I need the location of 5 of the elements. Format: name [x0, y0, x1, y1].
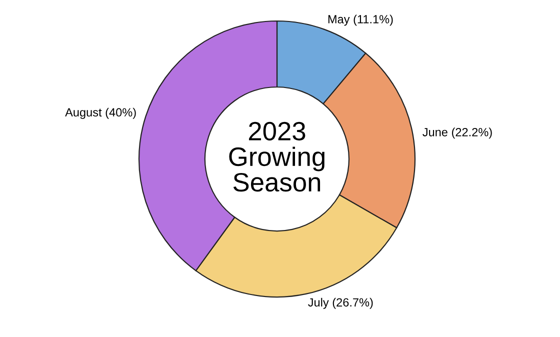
- text: 2023 Growing Season: [229, 122, 324, 192]
- slice-label: May (11.1%): [328, 14, 393, 26]
- slice-label: August (40%): [65, 108, 136, 119]
- slice-label: June (22.2%): [422, 128, 492, 139]
- slice-label: July (26.7%): [308, 298, 373, 309]
